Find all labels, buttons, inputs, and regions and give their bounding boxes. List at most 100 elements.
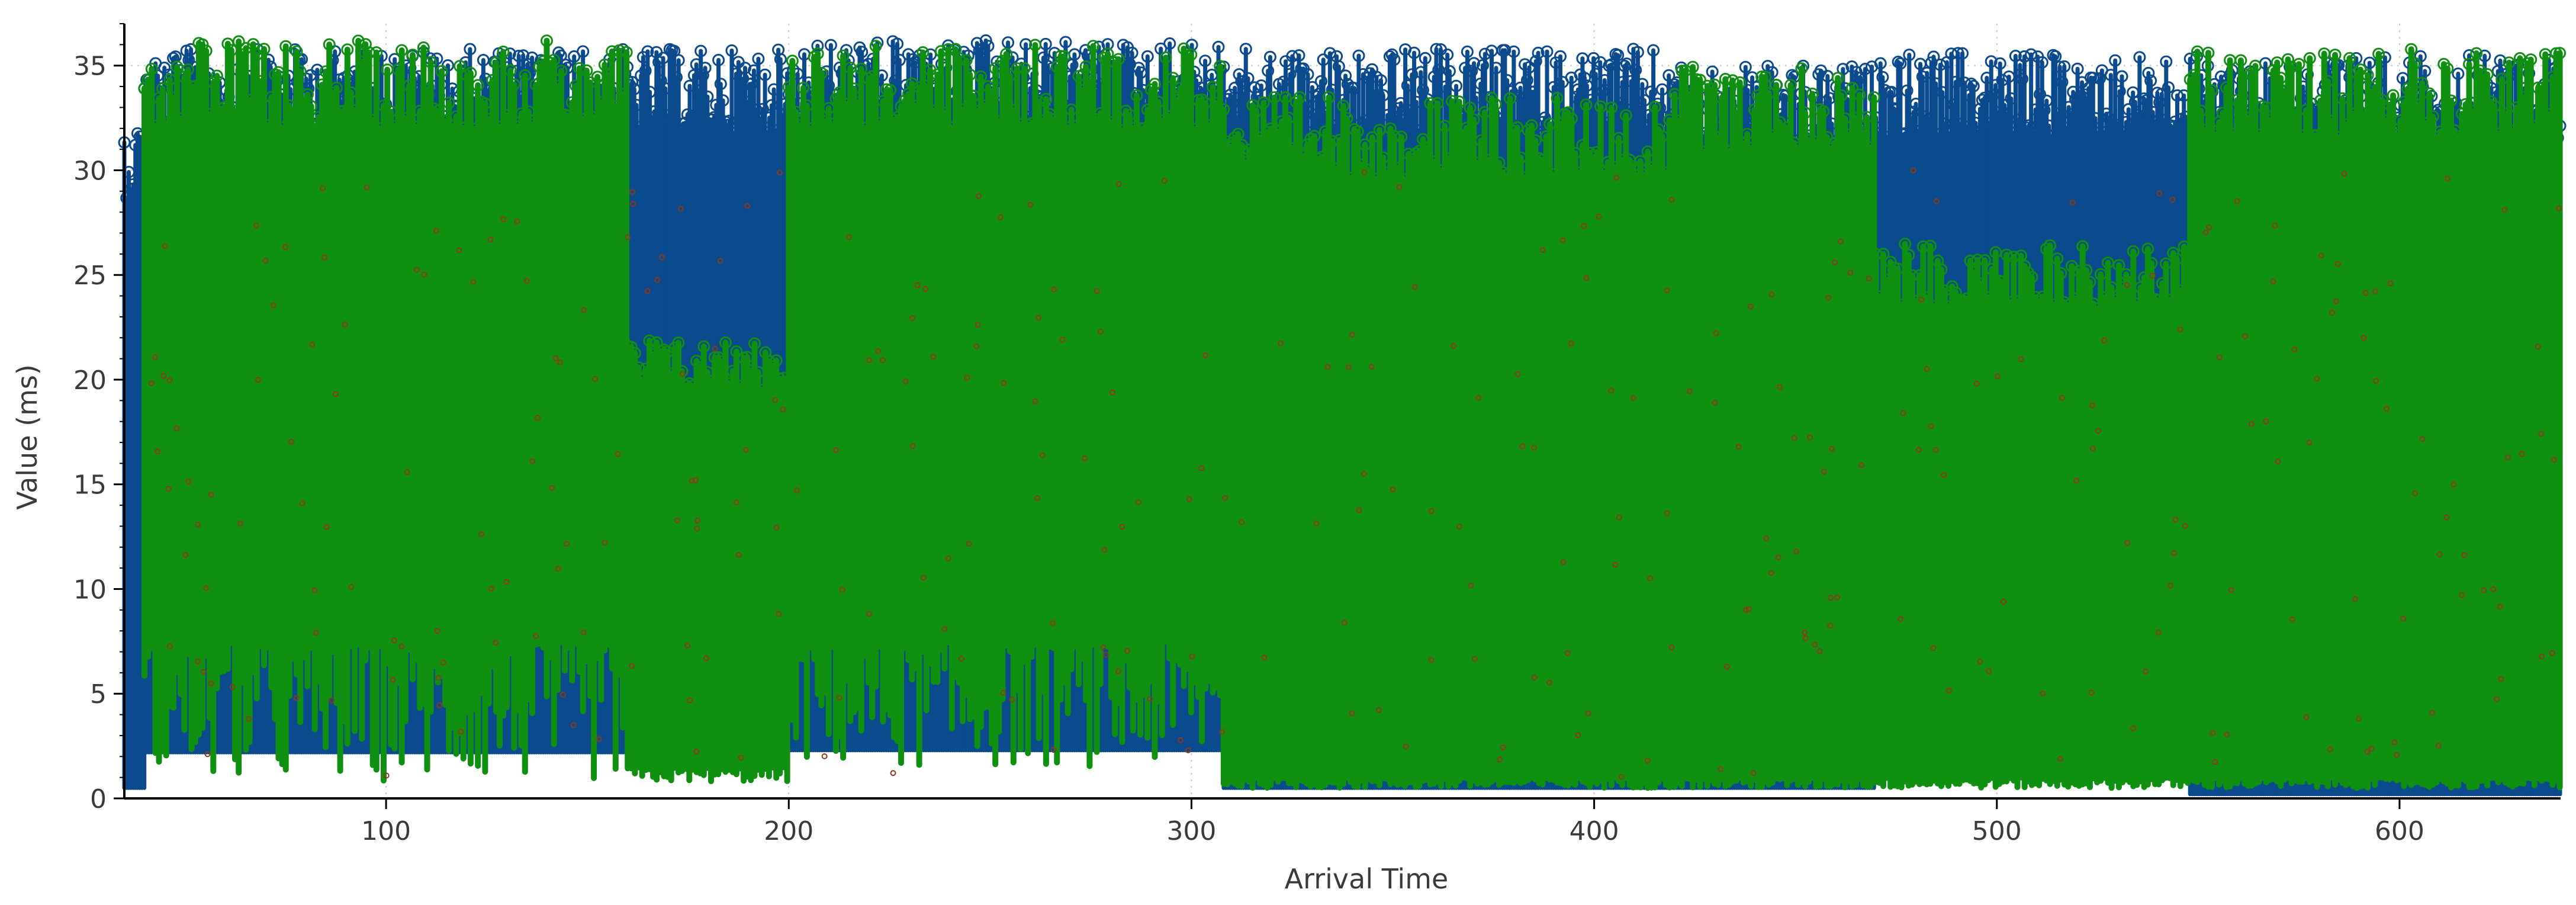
series-3-point [2101,337,2108,344]
series-2-point [424,56,438,69]
series-3-point [166,377,173,384]
series-1-point [2035,56,2048,69]
series-1-point [1629,63,1642,76]
series-1-point [1927,50,1940,63]
series-1-point [1554,50,1567,63]
series-2-point [620,46,633,59]
series-1-point [1874,57,1887,70]
series-3-point [1596,213,1602,220]
series-1-point [1532,46,1545,59]
series-3-point [780,406,786,413]
y-tick-label: 0 [90,784,107,814]
series-3-point [1403,743,1409,750]
series-2-point [1686,60,1699,73]
series-2-point [2167,246,2180,259]
series-1-point [1618,59,1631,72]
series-2-point [1935,263,1948,276]
series-2-point [1058,50,1070,63]
series-3-point [2333,298,2339,304]
series-3-point [549,484,555,491]
series-1-point [1900,84,1913,97]
series-3-point [2419,436,2426,442]
series-3-point [712,345,718,352]
series-3-point [2169,197,2176,203]
series-1-point [1406,68,1419,81]
series-3-point [689,477,695,484]
series-3-point [2360,335,2367,341]
series-3-point [964,374,970,381]
series-3-point [1009,697,1015,703]
series-3-point [160,373,167,379]
series-1-point [725,44,738,57]
series-2-point [548,53,561,66]
y-tick-label: 20 [73,365,107,396]
series-3-point [1119,524,1125,530]
series-3-point [1202,352,1209,358]
series-2-point [210,69,223,82]
series-3-point [1664,510,1670,516]
series-3-point [552,355,559,361]
series-3-point [2095,428,2101,434]
series-3-point [434,628,440,634]
series-2-point [730,345,743,358]
series-3-point [1475,394,1482,401]
series-3-point [833,447,840,453]
series-1-point [712,53,725,66]
series-3-point [914,282,921,288]
series-3-point [488,586,494,592]
series-3-point [659,254,665,261]
series-3-point [1791,435,1797,441]
series-2-point [1619,109,1632,122]
series-2-point [279,40,292,53]
series-3-point [246,715,252,722]
series-2-point [2080,264,2093,277]
series-3-point [2275,458,2281,465]
series-2-point [417,41,430,54]
series-3-point [922,285,929,292]
series-3-point [1946,687,1952,694]
series-3-point [1468,582,1474,589]
series-1-point [577,45,590,58]
series-2-point [395,44,409,57]
series-3-point [487,236,494,243]
series-2-point [341,43,354,56]
series-3-point [1575,732,1581,739]
series-3-point [1539,247,1546,253]
series-3-point [973,343,980,349]
series-2-point [1529,134,1542,147]
series-3-point [237,520,244,527]
series-2-point [1231,127,1244,140]
series-layer [118,34,2567,797]
series-1-point [1507,45,1520,58]
series-2-point [2481,68,2494,81]
series-3-point [342,322,348,328]
x-axis-label: Arrival Time [1285,863,1449,895]
series-3-point [744,203,751,209]
series-1-point [701,90,714,103]
series-3-point [529,458,536,464]
series-2-point [1166,72,1179,85]
series-3-point [2394,752,2400,758]
series-3-point [717,258,723,264]
series-3-point [493,640,499,646]
series-3-point [1847,269,1854,276]
series-2-point [541,34,553,47]
series-3-point [2352,596,2358,602]
series-3-point [2263,418,2269,425]
series-3-point [1189,653,1195,660]
series-3-point [738,755,744,761]
series-3-point [1027,201,1034,208]
series-2-point [1384,122,1397,135]
series-2-point [330,81,343,94]
series-3-point [2228,587,2234,593]
series-2-point [1293,91,1306,104]
series-3-point [1514,371,1521,377]
series-3-point [1718,766,1724,772]
series-3-point [2505,454,2511,461]
series-3-point [1768,570,1774,576]
y-axis-label: Value (ms) [11,364,43,510]
series-3-point [625,234,631,240]
series-3-point [1082,455,1088,461]
y-tick-label: 35 [73,52,107,82]
